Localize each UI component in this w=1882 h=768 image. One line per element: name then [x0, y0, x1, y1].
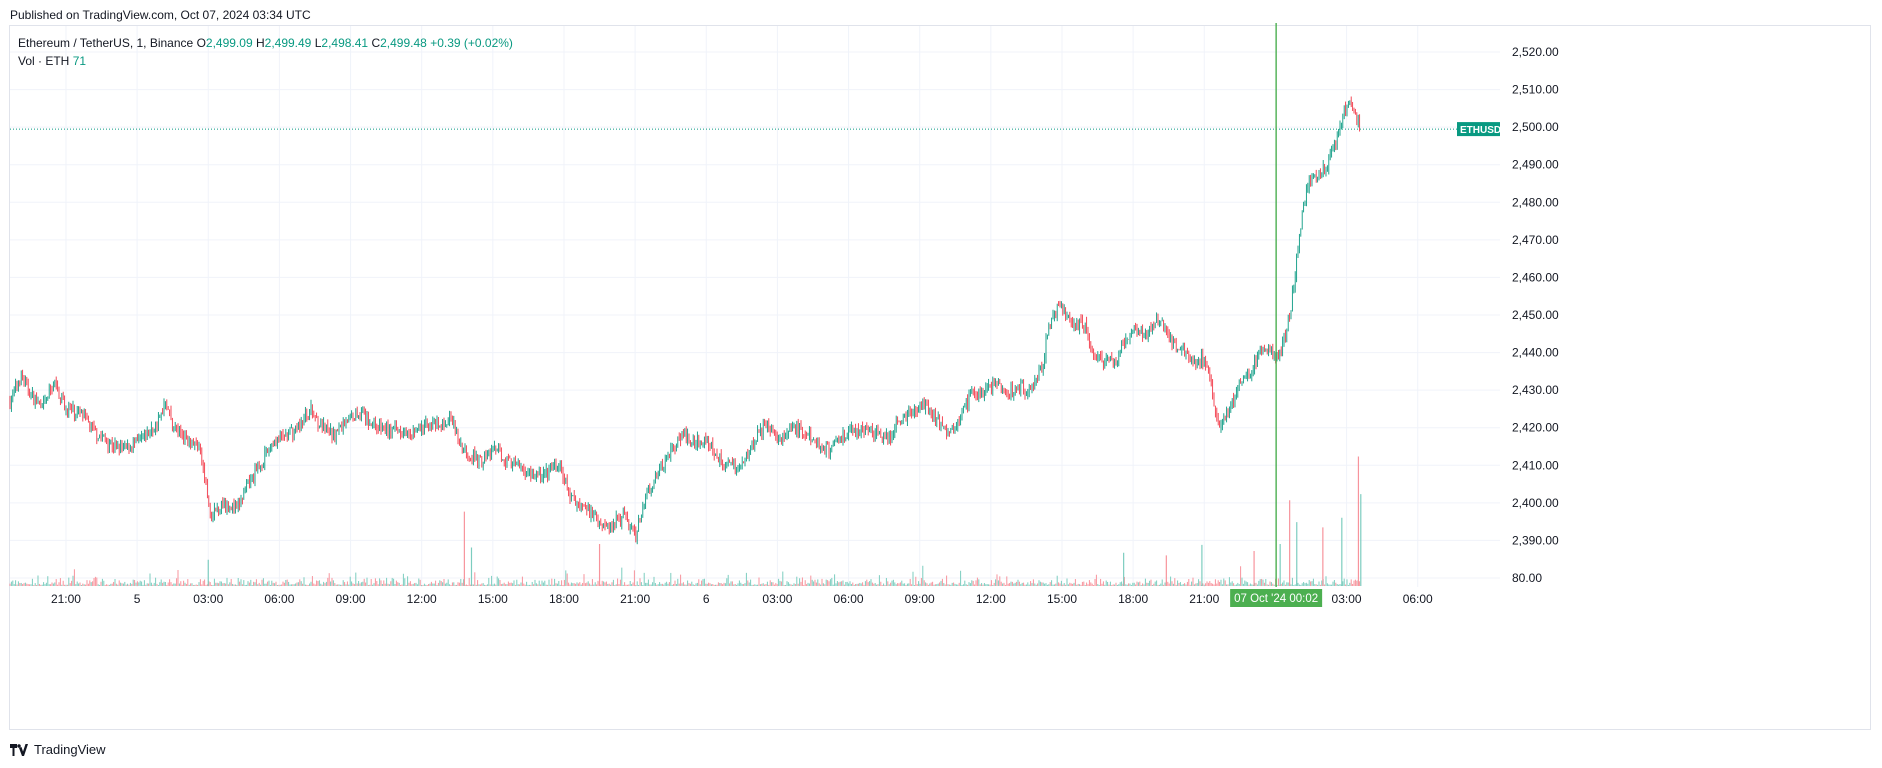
- y-tick-label: 2,420.00: [1512, 421, 1559, 435]
- y-tick-label: 2,500.00: [1512, 120, 1559, 134]
- legend-change: +0.39 (+0.02%): [430, 36, 513, 50]
- y-tick-label: 2,450.00: [1512, 308, 1559, 322]
- brand-name: TradingView: [34, 742, 106, 757]
- x-tick-label: 03:00: [1332, 592, 1362, 606]
- volume-layer: [9, 456, 1362, 586]
- tradingview-logo-icon: [10, 743, 28, 756]
- legend-volume-label[interactable]: Vol · ETH: [18, 54, 70, 68]
- legend-high-value: 2,499.49: [264, 36, 312, 50]
- y-tick-label: 2,470.00: [1512, 233, 1559, 247]
- x-tick-label: 15:00: [1047, 592, 1077, 606]
- legend-close-label: C: [371, 36, 381, 50]
- x-tick-label: 21:00: [51, 592, 81, 606]
- x-tick-label: 18:00: [549, 592, 579, 606]
- y-tick-label: 2,480.00: [1512, 195, 1559, 209]
- x-tick-label: 18:00: [1118, 592, 1148, 606]
- chart-frame: [9, 25, 1871, 730]
- candle-layer: [9, 96, 1361, 545]
- x-tick-label: 5: [134, 592, 141, 606]
- x-tick-label: 06:00: [834, 592, 864, 606]
- crosshair-time-label: 07 Oct '24 00:02: [1234, 593, 1318, 605]
- grid-layer: [10, 26, 1500, 587]
- y-tick-label: 2,390.00: [1512, 533, 1559, 547]
- crosshair-time-box: [1230, 589, 1323, 607]
- legend-open-label: O: [196, 36, 206, 50]
- y-tick-label: 2,520.00: [1512, 45, 1559, 59]
- chart-legend: Ethereum / TetherUS, 1, Binance O2,499.0…: [18, 34, 513, 70]
- x-tick-label: 06:00: [1403, 592, 1433, 606]
- y-tick-label: 2,510.00: [1512, 83, 1559, 97]
- y-tick-label: 2,430.00: [1512, 383, 1559, 397]
- legend-volume-row: Vol · ETH 71: [18, 52, 513, 70]
- y-tick-label: 2,440.00: [1512, 346, 1559, 360]
- x-tick-label: 03:00: [762, 592, 792, 606]
- y-tick-label: 2,410.00: [1512, 458, 1559, 472]
- y-tick-label: 2,490.00: [1512, 158, 1559, 172]
- x-tick-label: 12:00: [407, 592, 437, 606]
- axis-layer: 80.00 2,390.00 2,400.00 2,410.00 2,420.00 2,4…: [51, 26, 1870, 606]
- published-caption: Published on TradingView.com, Oct 07, 20…: [10, 8, 311, 22]
- legend-volume-value: 71: [72, 54, 87, 68]
- legend-symbol[interactable]: Ethereum / TetherUS, 1, Binance: [18, 36, 194, 50]
- legend-low-value: 2,498.41: [321, 36, 369, 50]
- x-tick-label: 09:00: [905, 592, 935, 606]
- x-tick-label: 21:00: [1189, 592, 1219, 606]
- price-tag-symbol: ETHUSDT: [1460, 125, 1507, 136]
- legend-open-value: 2,499.09: [205, 36, 253, 50]
- price-tag-symbol-box: [1457, 122, 1504, 137]
- y-tick-label: 2,400.00: [1512, 496, 1559, 510]
- legend-close-value: 2,499.48: [380, 36, 427, 50]
- legend-high-label: H: [255, 36, 265, 50]
- x-tick-label: 12:00: [976, 592, 1006, 606]
- x-tick-label: 21:00: [620, 592, 650, 606]
- x-tick-label: 09:00: [336, 592, 366, 606]
- y-tick-label: 2,460.00: [1512, 270, 1559, 284]
- brand-footer[interactable]: TradingView: [10, 742, 106, 757]
- x-tick-label: 15:00: [478, 592, 508, 606]
- y-tick-label: 80.00: [1512, 571, 1542, 585]
- price-axis-pane: [1500, 26, 1870, 587]
- legend-low-label: L: [314, 36, 322, 50]
- legend-main-row: Ethereum / TetherUS, 1, Binance O2,499.0…: [18, 34, 513, 52]
- x-tick-label: 03:00: [193, 592, 223, 606]
- x-tick-label: 6: [703, 592, 710, 606]
- x-tick-label: 06:00: [264, 592, 294, 606]
